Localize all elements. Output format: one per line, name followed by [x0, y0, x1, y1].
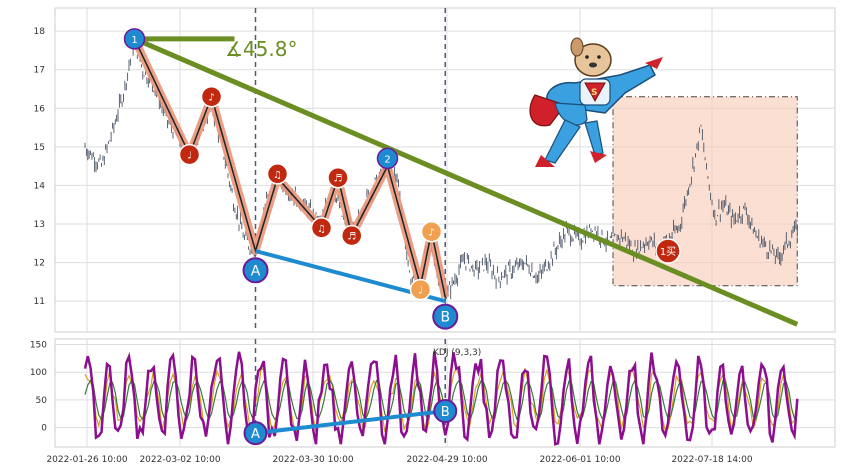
y-tick-label: 14 — [34, 181, 46, 191]
x-tick-label: 2022-01-26 10:00 — [46, 455, 127, 465]
kdj-d-line — [84, 378, 798, 422]
y-tick-label: 18 — [34, 27, 46, 37]
wave-marker — [655, 238, 681, 264]
y-tick-label: 100 — [30, 368, 47, 378]
point-marker — [432, 303, 459, 330]
emblem-letter: S — [591, 88, 597, 98]
wave-marker-label: ♫ — [273, 170, 282, 181]
point-marker-label: B — [440, 310, 450, 326]
wave-marker-label: ♫ — [317, 224, 326, 235]
kdj-point-marker — [243, 421, 268, 446]
kdj-title: KDJ (9,3,3) — [433, 348, 481, 358]
x-tick-label: 2022-06-01 10:00 — [539, 455, 620, 465]
x-tick-label: 2022-07-18 14:00 — [671, 455, 752, 465]
x-axis-ticks: 2022-01-26 10:00 2022-03-02 10:00 2022-03-… — [46, 455, 752, 465]
x-tick-label: 2022-03-30 10:00 — [272, 455, 353, 465]
wave-marker-label: 2 — [384, 154, 390, 165]
wave-marker-label: ♩ — [418, 286, 423, 297]
point-marker-label: A — [251, 263, 261, 279]
wave-marker-label: ♬ — [334, 174, 343, 185]
kdj-point-label: B — [441, 405, 450, 420]
wave-marker — [178, 143, 201, 166]
kdj-y-ticks: 0 50 100 150 — [30, 341, 47, 434]
y-tick-label: 12 — [34, 259, 45, 269]
wave-marker — [310, 217, 333, 239]
wave-marker-label: ♬ — [347, 232, 356, 243]
y-tick-label: 11 — [34, 297, 45, 307]
superhero-dog-image: S — [529, 37, 663, 167]
wave-marker — [409, 278, 432, 301]
y-tick-label: 13 — [34, 220, 45, 230]
y-tick-label: 0 — [41, 424, 47, 434]
wave-marker — [341, 224, 363, 247]
wave-marker-label: 1 — [131, 35, 137, 46]
y-tick-label: 15 — [34, 143, 45, 153]
y-tick-label: 16 — [34, 104, 46, 114]
angle-annotation: ∡45.8° — [225, 37, 297, 61]
wave-marker — [266, 163, 289, 185]
kdj-divergence: AB — [243, 399, 458, 446]
highlight-box — [612, 96, 798, 287]
wave-marker-label: ♪ — [428, 228, 434, 239]
y-tick-label: 150 — [30, 341, 47, 351]
kdj-point-marker — [433, 399, 458, 423]
y-tick-label: 17 — [34, 66, 45, 76]
wave-marker — [420, 220, 443, 243]
wave-marker-label: 1买 — [660, 246, 676, 258]
wave-marker-label: ♩ — [187, 151, 192, 162]
wave-marker — [123, 28, 146, 50]
trend-line — [133, 36, 799, 327]
wave-markers: 1 ♩ ♪ ♫ ♫ ♬ ♬ 2 ♩ ♪ 1买 A B — [123, 28, 681, 330]
wave-marker — [327, 166, 349, 189]
x-tick-label: 2022-04-29 10:00 — [406, 455, 487, 465]
y-tick-label: 50 — [36, 396, 48, 406]
wave-marker — [200, 85, 223, 108]
wave-marker-label: ♪ — [208, 93, 214, 104]
kdj-point-label: A — [251, 427, 260, 442]
point-marker — [242, 257, 269, 284]
kdj-divergence-line — [255, 409, 446, 436]
wave-marker — [376, 147, 399, 170]
x-tick-label: 2022-03-02 10:00 — [139, 455, 220, 465]
main-y-ticks: 11 12 13 14 15 16 17 18 — [34, 27, 46, 307]
